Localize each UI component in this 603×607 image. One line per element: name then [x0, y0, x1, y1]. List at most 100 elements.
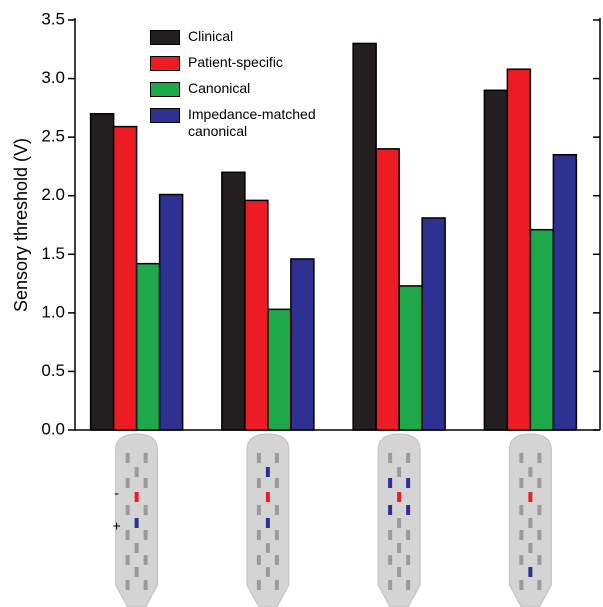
contact [519, 530, 524, 540]
contact [256, 505, 261, 515]
contact [397, 467, 402, 477]
contact [397, 543, 402, 553]
contact [528, 492, 533, 502]
bar [483, 89, 509, 431]
annotation: + [113, 518, 121, 534]
contact [274, 478, 279, 488]
bar [552, 153, 578, 431]
contact [406, 453, 411, 463]
bar [135, 262, 161, 431]
y-tick-label: 0.5 [41, 361, 65, 380]
legend-swatch [150, 108, 180, 123]
contact [143, 555, 148, 565]
contact [388, 555, 393, 565]
bar [375, 148, 400, 431]
contact [256, 530, 261, 540]
legend: Clinical Patient-specific Canonical Impedan… [150, 28, 370, 149]
legend-label: Patient-specific [188, 54, 283, 70]
contact [143, 580, 148, 590]
contact [125, 453, 130, 463]
y-tick-label: 1.5 [41, 244, 65, 263]
contact [274, 530, 279, 540]
contact [125, 478, 130, 488]
contact [519, 453, 524, 463]
contact [274, 555, 279, 565]
contact [143, 505, 148, 515]
contact [528, 567, 533, 577]
bar [221, 171, 246, 431]
contact [406, 580, 411, 590]
y-tick-label: 2.0 [41, 185, 65, 204]
contact [528, 467, 533, 477]
legend-item: Canonical [150, 80, 370, 97]
legend-label: Clinical [188, 28, 234, 44]
bar [290, 258, 315, 431]
contact [406, 555, 411, 565]
contact [256, 478, 261, 488]
legend-swatch [150, 56, 180, 71]
contact [265, 518, 270, 528]
contact [388, 453, 393, 463]
y-axis-label: Sensory threshold (V) [11, 138, 31, 312]
contact [125, 505, 130, 515]
contact [537, 505, 542, 515]
y-tick-label: 0.0 [41, 419, 65, 438]
bar [398, 285, 423, 431]
contact [537, 580, 542, 590]
contact [388, 530, 393, 540]
y-tick-label: 2.5 [41, 127, 65, 146]
y-tick-label: 3.5 [41, 9, 65, 28]
electrode-lead [246, 433, 290, 607]
bar [89, 112, 115, 431]
legend-item: Clinical [150, 28, 370, 45]
contact [256, 555, 261, 565]
contact [519, 580, 524, 590]
contact [134, 543, 139, 553]
contact [274, 580, 279, 590]
contact [528, 543, 533, 553]
contact [256, 580, 261, 590]
contact [143, 530, 148, 540]
contact [256, 453, 261, 463]
legend-swatch [150, 30, 180, 45]
contact [406, 530, 411, 540]
electrode-lead [115, 433, 159, 607]
legend-label: Impedance-matched canonical [188, 106, 316, 139]
bar [529, 228, 555, 431]
contact [265, 492, 270, 502]
contact [265, 467, 270, 477]
contact [519, 555, 524, 565]
contact [519, 505, 524, 515]
bar [112, 125, 138, 431]
contact [388, 505, 393, 515]
contact [125, 530, 130, 540]
contact [125, 555, 130, 565]
contact [134, 492, 139, 502]
electrode-lead [508, 433, 552, 607]
contact [537, 555, 542, 565]
bar [267, 308, 292, 431]
contact [143, 478, 148, 488]
contact [274, 453, 279, 463]
contact [397, 567, 402, 577]
contact [134, 518, 139, 528]
contact [397, 492, 402, 502]
y-tick-label: 1.0 [41, 302, 65, 321]
contact [143, 453, 148, 463]
contact [519, 478, 524, 488]
legend-item: Impedance-matched canonical [150, 106, 370, 140]
contact [528, 518, 533, 528]
contact [134, 567, 139, 577]
contact [397, 518, 402, 528]
legend-swatch [150, 82, 180, 97]
contact [265, 543, 270, 553]
bar [244, 199, 269, 431]
contact [265, 567, 270, 577]
contact [388, 580, 393, 590]
contact [537, 453, 542, 463]
bar [421, 217, 446, 431]
legend-item: Patient-specific [150, 54, 370, 71]
y-tick-label: 3.0 [41, 68, 65, 87]
contact [537, 530, 542, 540]
